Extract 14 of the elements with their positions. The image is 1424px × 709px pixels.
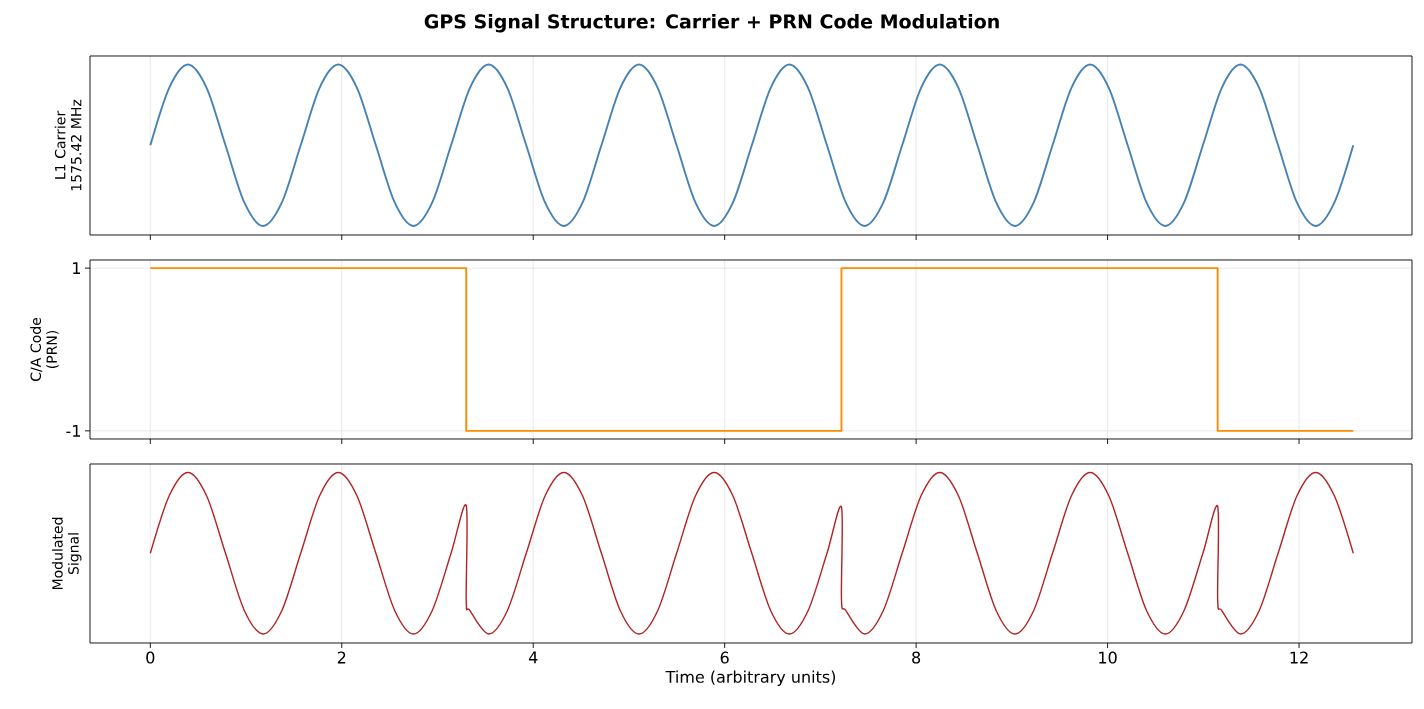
x-tick-label: 2 [337,651,346,664]
y-tick-label: -1 [66,425,81,437]
x-axis-title: Time (arbitrary units) [665,670,836,686]
y-axis-title: C/A Code (PRN) [30,317,59,381]
x-tick-label: 12 [1290,651,1308,664]
y-axis-title: Modulated Signal [51,517,82,590]
x-tick-label: 8 [912,651,921,664]
y-axis-title: L1 Carrier 1575.42 MHz [54,99,82,191]
x-tick-label: 10 [1099,651,1117,664]
x-tick-label: 0 [146,651,155,664]
x-tick-label: 4 [528,651,538,664]
y-tick-label: 1 [73,262,80,274]
chart-title: GPS Signal Structure: Carrier + PRN Code Modulation [424,13,999,33]
x-tick-label: 6 [720,651,729,664]
